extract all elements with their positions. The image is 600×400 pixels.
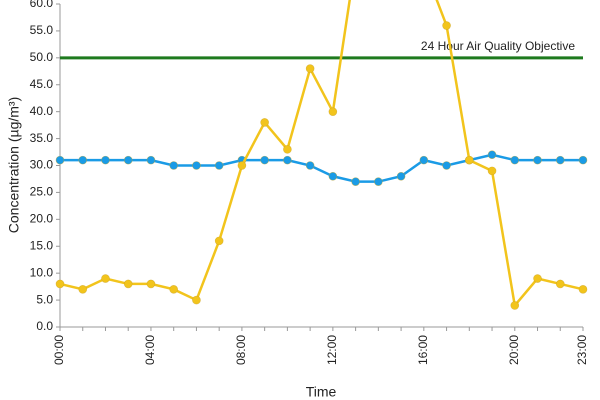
- series-point: [283, 145, 292, 154]
- series-point: [305, 161, 315, 170]
- series-point: [328, 107, 338, 116]
- y-tick-label: 35.0: [30, 131, 54, 145]
- x-tick-label: 12:00: [325, 335, 339, 365]
- y-tick-label: 20.0: [30, 212, 54, 226]
- series-point: [169, 285, 178, 294]
- series-point: [123, 279, 133, 289]
- series-point: [510, 155, 520, 165]
- series-point: [78, 285, 88, 294]
- series-point: [442, 161, 451, 170]
- series-point: [374, 177, 383, 186]
- series-point: [396, 171, 406, 181]
- series-point: [305, 64, 315, 73]
- series-point: [283, 155, 292, 165]
- y-tick-label: 60.0: [30, 0, 54, 10]
- series-point: [487, 166, 497, 176]
- threshold-label: 24 Hour Air Quality Objective: [421, 39, 575, 53]
- series-point: [328, 171, 338, 181]
- series-point: [555, 279, 565, 289]
- series-point: [487, 150, 497, 160]
- x-tick-label: 16:00: [416, 335, 430, 365]
- series-point: [260, 118, 269, 127]
- series-point: [465, 155, 474, 165]
- y-tick-label: 0.0: [36, 319, 53, 333]
- series-point: [237, 161, 247, 170]
- series-point: [214, 236, 224, 246]
- y-tick-label: 10.0: [30, 265, 54, 279]
- series-point: [533, 155, 542, 165]
- y-tick-label: 55.0: [30, 23, 54, 37]
- x-tick-label: 20:00: [507, 335, 521, 365]
- y-tick-label: 25.0: [30, 185, 54, 199]
- series-point: [101, 274, 110, 283]
- y-tick-label: 45.0: [30, 77, 54, 91]
- plot-area: [55, 0, 588, 310]
- series-point: [55, 155, 65, 165]
- series-point: [510, 301, 520, 310]
- series-point: [192, 295, 201, 305]
- series-point: [260, 155, 269, 165]
- series-point: [578, 155, 588, 165]
- series-point: [169, 161, 178, 170]
- x-axis-title: Time: [306, 384, 337, 400]
- series-point: [214, 161, 224, 170]
- series-point: [146, 279, 156, 289]
- series-point: [123, 155, 133, 165]
- series-point: [442, 21, 451, 30]
- series-point: [101, 155, 110, 165]
- x-tick-label: 04:00: [143, 335, 157, 365]
- x-tick-label: 23:00: [575, 335, 589, 365]
- y-tick-label: 15.0: [30, 238, 54, 252]
- series-point: [533, 274, 542, 283]
- x-tick-label: 08:00: [234, 335, 248, 365]
- series-point: [55, 279, 65, 289]
- series-line: [60, 153, 583, 183]
- series-point: [555, 155, 565, 165]
- series-point: [419, 155, 429, 165]
- y-axis-title: Concentration (µg/m³): [6, 97, 22, 233]
- y-tick-label: 30.0: [30, 158, 54, 172]
- x-tick-label: 00:00: [52, 335, 66, 365]
- series-point: [351, 177, 360, 186]
- y-tick-label: 5.0: [36, 292, 53, 306]
- y-tick-label: 40.0: [30, 104, 54, 118]
- series-point: [78, 155, 88, 165]
- series-point: [146, 155, 156, 165]
- y-tick-label: 50.0: [30, 50, 54, 64]
- series-point: [578, 285, 588, 294]
- series-point: [192, 161, 201, 170]
